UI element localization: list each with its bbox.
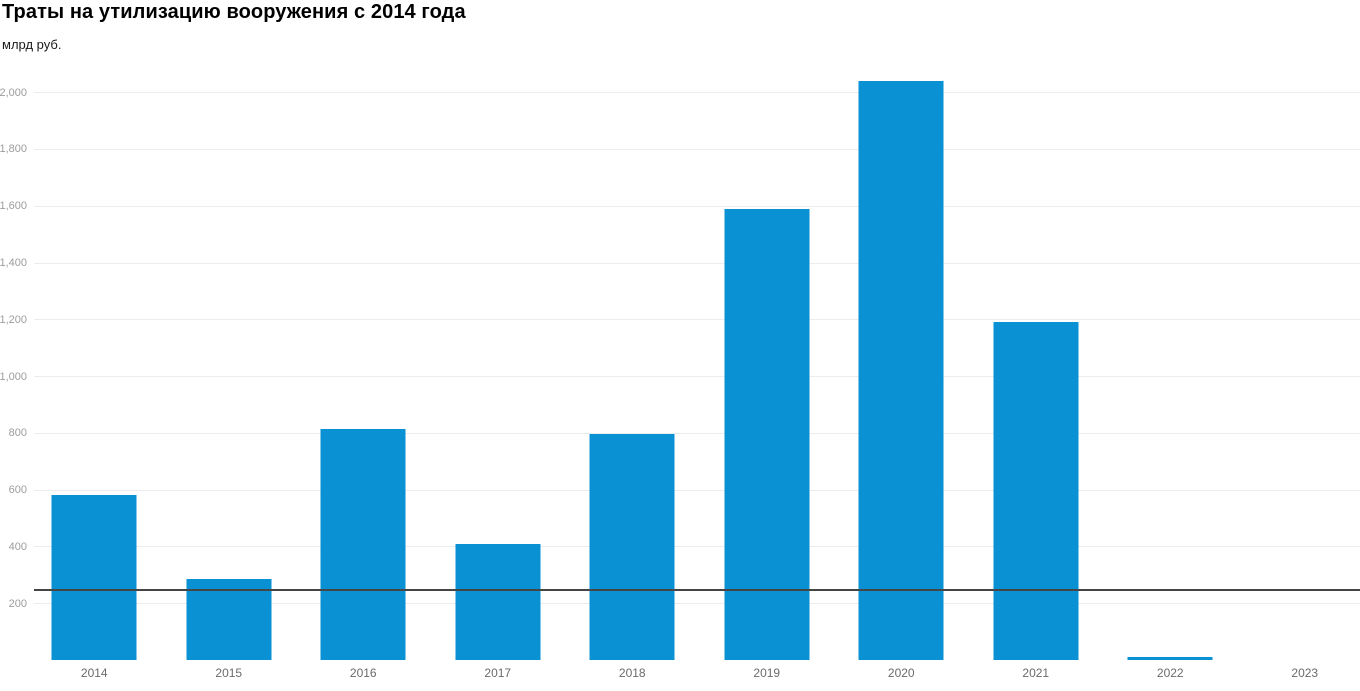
x-tick-label-2022: 2022 [1156,666,1184,680]
chart-title: Траты на утилизацию вооружения с 2014 го… [2,1,466,23]
bar-2021 [993,322,1079,660]
gridline-1200 [34,319,1360,321]
bar-2022 [1127,657,1213,660]
x-tick-label-2016: 2016 [349,666,377,680]
x-tick-label-2020: 2020 [887,666,915,680]
x-tick-label-2021: 2021 [1022,666,1050,680]
y-tick-label-1600: 1,600 [0,200,27,213]
gridline-800 [34,432,1360,434]
bar-2018 [589,434,675,660]
x-tick-label-2017: 2017 [484,666,512,680]
bar-slot-2023 [1238,70,1360,660]
gridline-200 [34,603,1360,605]
x-tick-label-2019: 2019 [753,666,781,680]
bar-slot-2016 [296,70,431,660]
gridline-400 [34,546,1360,548]
x-tick-label-2015: 2015 [215,666,243,680]
bar-2017 [455,544,541,660]
y-tick-label-1400: 1,400 [0,257,27,269]
bar-slot-2021 [969,70,1104,660]
y-tick-label-1000: 1,000 [0,370,27,383]
bar-2019 [724,209,810,660]
bar-2016 [320,429,406,660]
chart-subtitle: млрд руб. [2,37,62,52]
y-tick-label-200: 200 [8,597,27,610]
bar-slot-2017 [431,70,566,660]
x-tick-label-2018: 2018 [618,666,646,680]
x-axis-tick-labels: 2014 2015 2016 2017 2018 2019 2020 2021 2022 2023 [27,666,1360,680]
x-tick-label-2023: 2023 [1291,666,1319,680]
bar-slot-2015 [162,70,297,660]
bar-series [27,70,1360,660]
bar-slot-2022 [1103,70,1238,660]
bar-2014 [51,495,137,660]
bar-chart-plot-area: 200 400 600 800 1,000 1,200 1,400 1,600 1,800 2,0… [0,70,1360,660]
bar-2020 [858,81,944,660]
y-tick-label-600: 600 [8,484,27,497]
gridline-1400 [34,262,1360,264]
gridlines [34,70,1360,660]
x-tick-label-2014: 2014 [80,666,108,680]
bar-slot-2019 [700,70,835,660]
y-tick-label-2000: 2,000 [0,86,27,99]
y-tick-label-1800: 1,800 [0,143,27,156]
bar-2015 [186,579,272,660]
y-axis-tick-labels: 200 400 600 800 1,000 1,200 1,400 1,600 1,800 2,0… [0,70,27,660]
y-tick-label-400: 400 [8,540,27,553]
y-tick-label-1200: 1,200 [0,313,27,326]
gridline-1600 [34,205,1360,207]
gridline-600 [34,489,1360,491]
gridline-2000 [34,92,1360,94]
y-tick-label-800: 800 [8,427,27,440]
gridline-1800 [34,148,1360,150]
gridline-1000 [34,376,1360,378]
x-axis-baseline [34,589,1360,591]
bar-slot-2014 [27,70,162,660]
bar-slot-2020 [834,70,969,660]
bar-slot-2018 [565,70,700,660]
